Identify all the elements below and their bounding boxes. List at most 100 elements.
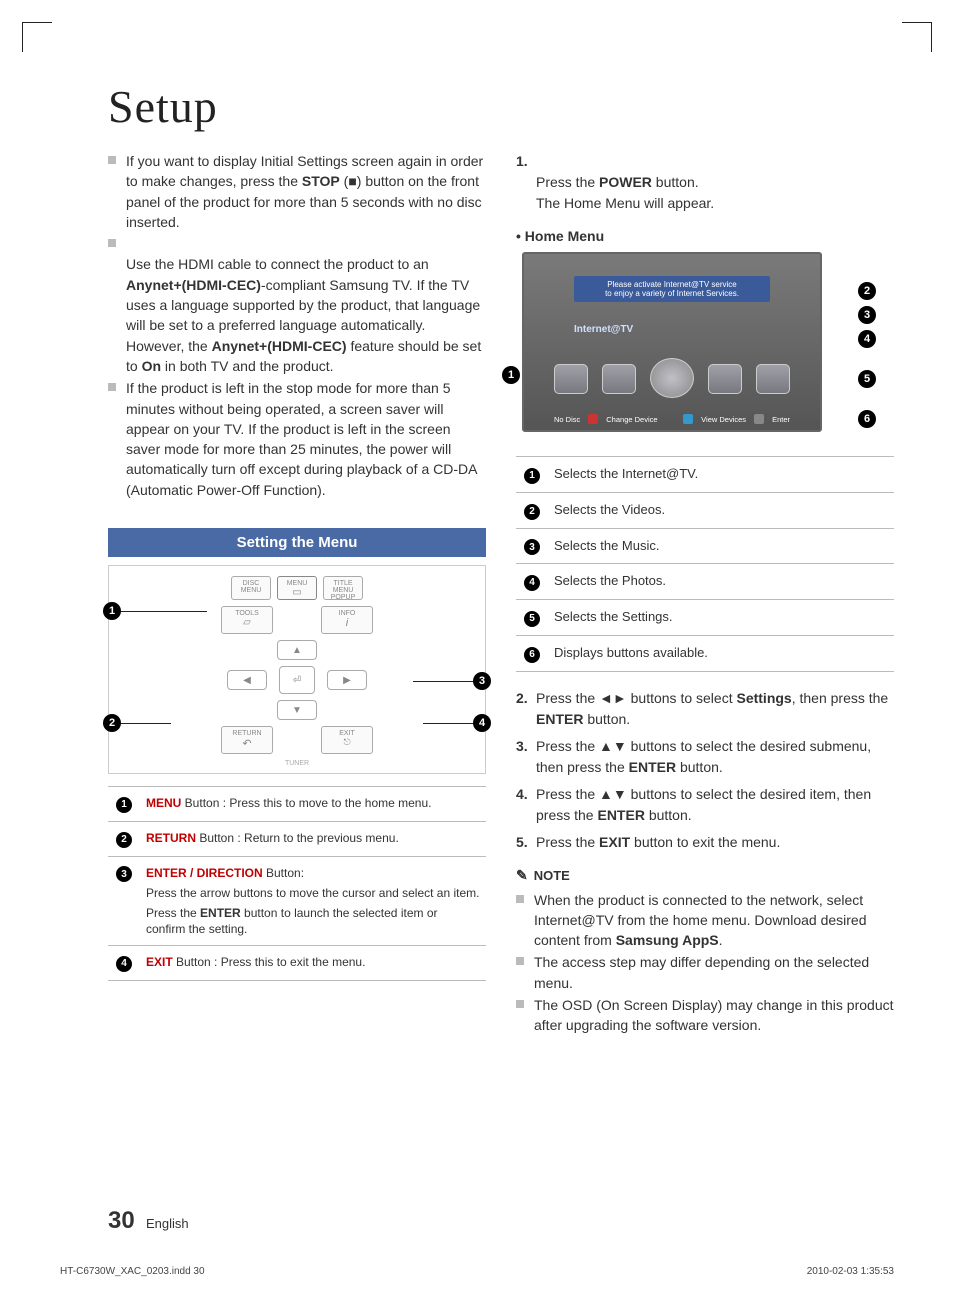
text-bold: EXIT	[599, 834, 630, 850]
tv-callout-1: 1	[502, 366, 520, 384]
tv-callout-6: 6	[858, 410, 876, 428]
enter-button-icon	[754, 414, 764, 424]
text: Change Device	[606, 415, 657, 424]
step: 4. Press the ▲▼ buttons to select the de…	[516, 784, 894, 826]
remote-tools: TOOLS ▱	[221, 606, 273, 634]
note-item: The OSD (On Screen Display) may change i…	[516, 995, 894, 1036]
table-row: 3Selects the Music.	[516, 528, 894, 564]
bullet-icon	[108, 239, 116, 247]
tv-internet-label: Internet@TV	[574, 324, 633, 335]
step: 2. Press the ◄► buttons to select Settin…	[516, 688, 894, 730]
text-bold: Anynet+(HDMI-CEC)	[126, 277, 261, 293]
crop-mark-tl	[22, 22, 52, 52]
text-bold: ENTER	[536, 711, 583, 727]
bullet-text: If you want to display Initial Settings …	[126, 151, 486, 232]
row-num: 1	[524, 468, 540, 484]
callout-line	[121, 611, 207, 612]
text: Button : Press this to move to the home …	[181, 796, 431, 810]
bullet-item: If you want to display Initial Settings …	[108, 151, 486, 232]
bullet-text: Use the HDMI cable to connect the produc…	[126, 234, 486, 376]
table-row: 6 Displays buttons available.	[516, 635, 894, 671]
remote-exit: EXIT ⎋	[321, 726, 373, 754]
left-column: If you want to display Initial Settings …	[108, 151, 486, 1038]
text: button.	[583, 711, 630, 727]
page-language: English	[146, 1216, 189, 1231]
text: Use the HDMI cable to connect the produc…	[126, 256, 429, 272]
remote-dpad: ▲ ▼ ◀ ▶ ⏎	[217, 640, 377, 720]
text: Button:	[263, 866, 304, 880]
arrow-down: ▼	[277, 700, 317, 720]
row-num: 2	[524, 504, 540, 520]
callout-2: 2	[103, 714, 121, 732]
table-row: 3 ENTER / DIRECTION Button: Press the ar…	[108, 856, 486, 946]
text-bold: On	[142, 358, 161, 374]
step-num: 2.	[516, 688, 536, 730]
remote-tuner: TUNER	[197, 760, 397, 767]
row-num: 4	[524, 575, 540, 591]
text-bold: STOP	[302, 173, 340, 189]
step-text: Press the EXIT button to exit the menu.	[536, 832, 780, 853]
note-heading: ✎ NOTE	[516, 867, 894, 884]
text-bold: ENTER	[597, 807, 644, 823]
text-red: MENU	[146, 796, 181, 810]
tv-diagram: Please activate Internet@TV service to e…	[516, 252, 894, 432]
tv-callout-5: 5	[858, 370, 876, 388]
tv-bottom-bar: No Disc Change Device View Devices Enter	[554, 414, 790, 424]
arrow-left: ◀	[227, 670, 267, 690]
row-num: 6	[524, 647, 540, 663]
text-bold: Anynet+(HDMI-CEC)	[212, 338, 347, 354]
text: Press the ◄► buttons to select	[536, 690, 736, 706]
step-num: 1.	[516, 151, 536, 214]
text-bold: ENTER	[200, 906, 241, 920]
step-text: Press the POWER button. The Home Menu wi…	[536, 151, 714, 214]
text: MENU	[280, 580, 314, 587]
step-text: Press the ◄► buttons to select Settings,…	[536, 688, 894, 730]
text: Enter	[772, 415, 790, 424]
text: , then press the	[792, 690, 889, 706]
bullet-item: If the product is left in the stop mode …	[108, 378, 486, 500]
tv-icon-music	[602, 364, 636, 394]
home-desc-table: 1 Selects the Internet@TV. 2 Selects the V…	[516, 456, 894, 672]
footer-left: HT-C6730W_XAC_0203.indd 30	[60, 1266, 205, 1277]
text: Selects the Music.	[548, 528, 894, 564]
table-row: 2 Selects the Videos.	[516, 492, 894, 528]
text: POPUP	[326, 594, 360, 601]
note-text: When the product is connected to the net…	[534, 890, 894, 951]
table-row: 1 Selects the Internet@TV.	[516, 457, 894, 493]
text-bold: Settings	[736, 690, 791, 706]
text: No Disc	[554, 415, 580, 424]
bullet-icon	[108, 156, 116, 164]
text: Home Menu	[525, 228, 604, 244]
callout-line	[121, 723, 171, 724]
text: TOOLS	[224, 610, 270, 617]
remote-info: INFO i	[321, 606, 373, 634]
bullet-text: If the product is left in the stop mode …	[126, 378, 486, 500]
text: INFO	[324, 610, 370, 617]
page-title: Setup	[108, 80, 894, 133]
text: Selects the Internet@TV.	[548, 457, 894, 493]
bullet-icon	[516, 1000, 524, 1008]
text: button.	[645, 807, 692, 823]
text: Press the	[536, 174, 599, 190]
remote-return: RETURN ↶	[221, 726, 273, 754]
tv-frame: Please activate Internet@TV service to e…	[522, 252, 822, 432]
tv-icon-photo	[708, 364, 742, 394]
step-num: 3.	[516, 736, 536, 778]
page-number: 30	[108, 1207, 135, 1235]
text: TITLE MENU	[326, 580, 360, 594]
text: Button : Press this to exit the menu.	[173, 955, 366, 969]
text: Selects the Videos.	[548, 492, 894, 528]
text: NOTE	[534, 868, 570, 883]
row-num: 2	[116, 832, 132, 848]
bullet-item: Use the HDMI cable to connect the produc…	[108, 234, 486, 376]
button-desc-table: 1 MENU Button : Press this to move to th…	[108, 786, 486, 981]
row-num: 5	[524, 611, 540, 627]
step-text: Press the ▲▼ buttons to select the desir…	[536, 784, 894, 826]
text-red: RETURN	[146, 831, 196, 845]
text: in both TV and the product.	[161, 358, 334, 374]
tv-icons-row	[554, 364, 790, 398]
text: Displays buttons available.	[548, 635, 894, 671]
text: Press the	[146, 906, 200, 920]
text: EXIT	[324, 730, 370, 737]
step: 5. Press the EXIT button to exit the men…	[516, 832, 894, 853]
